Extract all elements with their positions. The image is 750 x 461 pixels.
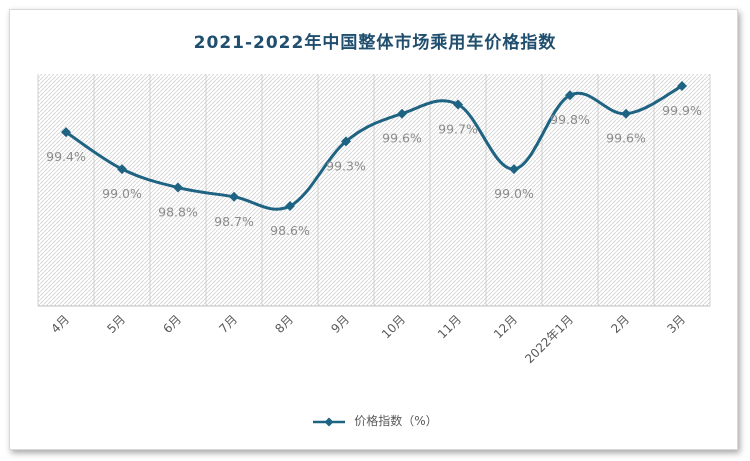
x-tick-label: 11月 (435, 312, 464, 341)
data-label-layer: 99.4% 99.0% 98.8% 98.7% 98.6% 99.3% 99.6% 99.7%… (46, 103, 702, 238)
data-point-marker (285, 201, 295, 211)
tick-label-layer: 4月 5月 6月 7月 8月 9月 10月 11月 12月 2022年1月 2月 3月 (48, 312, 688, 366)
legend-label: 价格指数（%） (354, 414, 438, 428)
data-point-marker (61, 127, 71, 138)
x-tick-label: 12月 (491, 312, 520, 341)
data-point-marker (677, 81, 687, 91)
data-label: 99.8% (550, 112, 590, 127)
x-tick-label: 10月 (379, 312, 408, 341)
x-tick-label: 2月 (608, 312, 632, 336)
data-label: 99.3% (326, 158, 366, 173)
x-tick-label: 2022年1月 (522, 312, 576, 366)
gridlines (37, 74, 711, 306)
data-point-marker (397, 108, 407, 119)
data-label: 98.8% (158, 205, 198, 220)
legend: 价格指数（%） (0, 412, 750, 429)
data-point-marker (509, 164, 519, 175)
data-point-marker (117, 164, 127, 175)
x-tick-label: 7月 (216, 312, 240, 336)
data-label: 99.4% (46, 149, 86, 164)
x-tick-label: 9月 (328, 312, 352, 336)
data-point-marker (229, 191, 239, 202)
data-label: 99.7% (438, 121, 478, 136)
x-tick-label: 4月 (48, 312, 72, 336)
x-tick-label: 6月 (160, 312, 184, 336)
data-label: 99.0% (494, 186, 534, 201)
data-point-marker (341, 136, 351, 147)
x-tick-label: 3月 (664, 312, 688, 336)
legend-swatch (313, 417, 346, 426)
x-tick-label: 8月 (272, 312, 296, 336)
marker-layer (61, 81, 687, 211)
x-tick-label: 5月 (104, 312, 128, 336)
data-point-marker (621, 108, 631, 119)
data-label: 98.7% (214, 214, 254, 229)
data-point-marker (173, 182, 183, 193)
chart-title: 2021-2022年中国整体市场乘用车价格指数 (193, 33, 557, 53)
data-label: 99.6% (382, 131, 422, 146)
data-label: 99.9% (662, 103, 702, 118)
data-label: 98.6% (270, 223, 310, 238)
data-point-marker (453, 99, 463, 110)
data-point-marker (565, 90, 575, 101)
data-label: 99.0% (102, 186, 142, 201)
data-label: 99.6% (606, 131, 646, 146)
